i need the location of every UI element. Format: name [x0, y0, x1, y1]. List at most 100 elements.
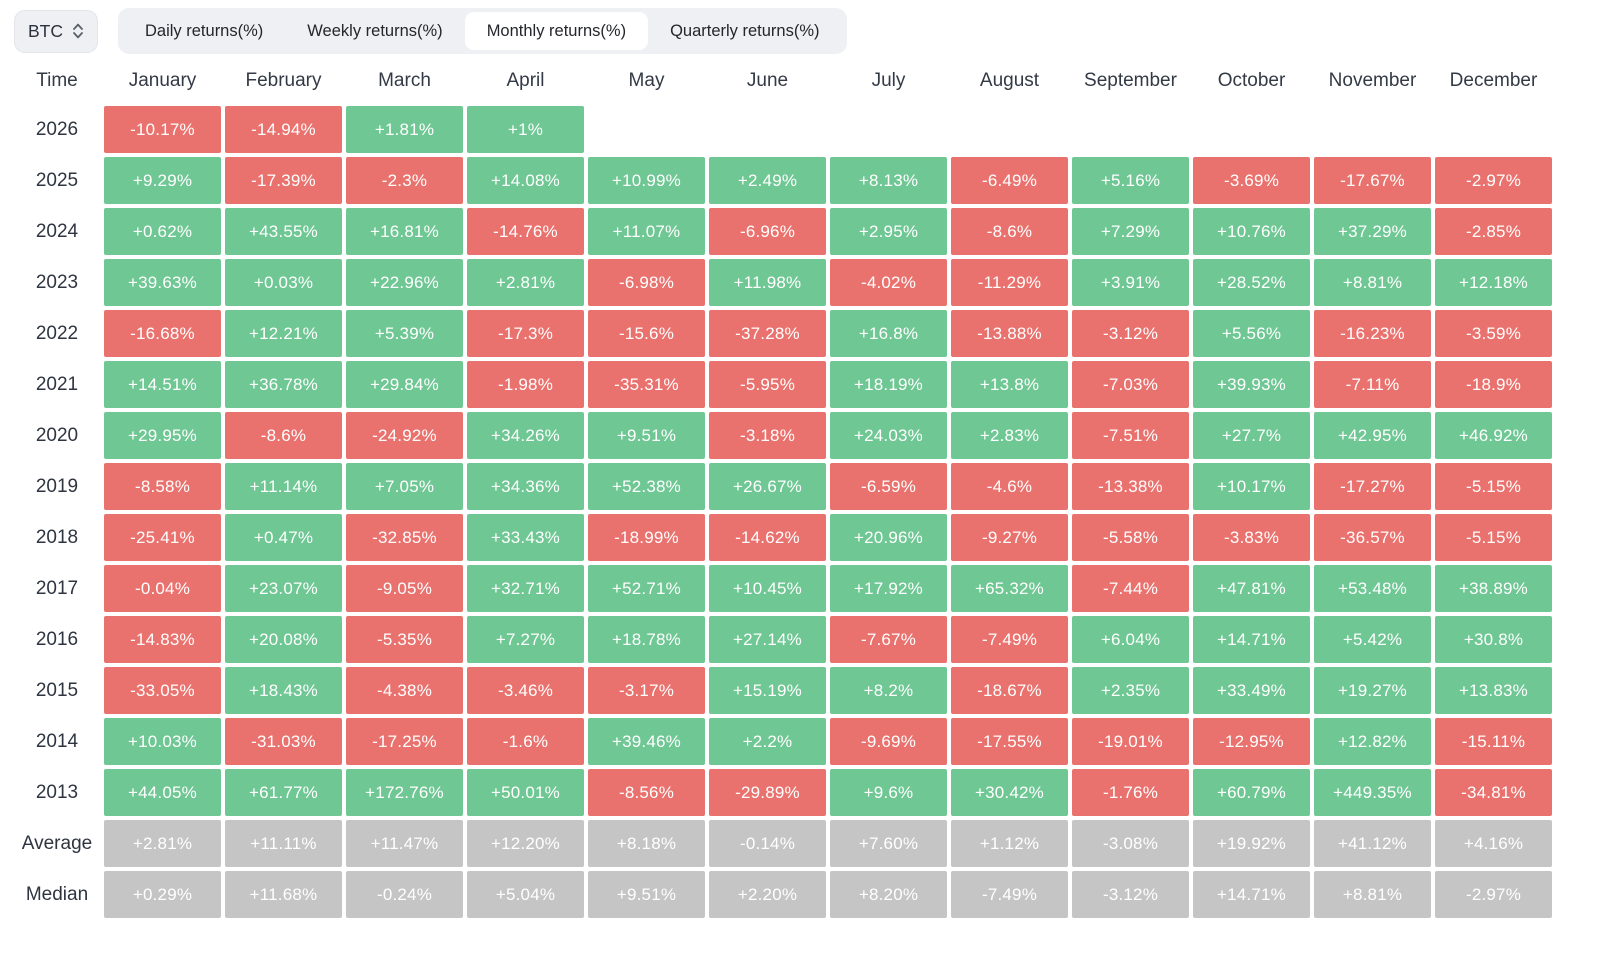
column-header-october: October	[1217, 70, 1286, 91]
return-cell: +18.19%	[830, 361, 947, 408]
return-cell: +8.18%	[588, 820, 705, 867]
tab-quarterly[interactable]: Quarterly returns(%)	[648, 12, 841, 50]
return-cell: +2.95%	[830, 208, 947, 255]
return-cell: -37.28%	[709, 310, 826, 357]
return-cell: -18.99%	[588, 514, 705, 561]
return-cell: +29.95%	[104, 412, 221, 459]
return-cell: -9.69%	[830, 718, 947, 765]
return-cell: -7.67%	[830, 616, 947, 663]
column-header-time: Time	[36, 70, 78, 91]
return-cell: -6.49%	[951, 157, 1068, 204]
return-cell: +14.71%	[1193, 871, 1310, 918]
return-cell: -13.38%	[1072, 463, 1189, 510]
column-header-december: December	[1449, 70, 1538, 91]
tab-daily[interactable]: Daily returns(%)	[123, 12, 285, 50]
return-cell	[1314, 106, 1431, 153]
returns-app: BTC Daily returns(%) Weekly returns(%) Mon…	[14, 8, 1552, 918]
return-cell: -29.89%	[709, 769, 826, 816]
return-cell: +65.32%	[951, 565, 1068, 612]
return-cell: -17.25%	[346, 718, 463, 765]
return-cell: -3.12%	[1072, 310, 1189, 357]
return-cell: +2.81%	[467, 259, 584, 306]
return-cell: +1.12%	[951, 820, 1068, 867]
return-cell: +60.79%	[1193, 769, 1310, 816]
return-cell: -5.58%	[1072, 514, 1189, 561]
return-cell: +11.14%	[225, 463, 342, 510]
return-cell: +2.20%	[709, 871, 826, 918]
return-cell: +8.2%	[830, 667, 947, 714]
return-cell: -5.95%	[709, 361, 826, 408]
return-cell: +7.60%	[830, 820, 947, 867]
return-cell: +20.96%	[830, 514, 947, 561]
return-cell: +22.96%	[346, 259, 463, 306]
return-cell: +1%	[467, 106, 584, 153]
return-cell: -3.69%	[1193, 157, 1310, 204]
return-cell: +172.76%	[346, 769, 463, 816]
return-cell: -15.6%	[588, 310, 705, 357]
tab-monthly[interactable]: Monthly returns(%)	[464, 12, 649, 50]
tab-weekly[interactable]: Weekly returns(%)	[285, 12, 464, 50]
return-cell: +18.43%	[225, 667, 342, 714]
return-cell: +20.08%	[225, 616, 342, 663]
return-cell: +7.29%	[1072, 208, 1189, 255]
return-cell: -8.58%	[104, 463, 221, 510]
row-label: 2023	[35, 271, 79, 293]
return-cell: -13.88%	[951, 310, 1068, 357]
return-cell: +44.05%	[104, 769, 221, 816]
return-cell: -7.44%	[1072, 565, 1189, 612]
return-cell: -3.59%	[1435, 310, 1552, 357]
return-cell: -2.85%	[1435, 208, 1552, 255]
return-cell: +10.76%	[1193, 208, 1310, 255]
return-cell: -0.14%	[709, 820, 826, 867]
return-cell: -32.85%	[346, 514, 463, 561]
return-cell: +52.71%	[588, 565, 705, 612]
return-cell: +32.71%	[467, 565, 584, 612]
return-cell: -19.01%	[1072, 718, 1189, 765]
return-cell: -33.05%	[104, 667, 221, 714]
return-cell: +14.71%	[1193, 616, 1310, 663]
return-cell: -7.49%	[951, 616, 1068, 663]
return-cell: +9.51%	[588, 871, 705, 918]
return-cell: +1.81%	[346, 106, 463, 153]
return-cell: -6.96%	[709, 208, 826, 255]
return-cell: -4.02%	[830, 259, 947, 306]
return-cell: +9.51%	[588, 412, 705, 459]
return-cell: +2.2%	[709, 718, 826, 765]
return-cell: +10.99%	[588, 157, 705, 204]
return-cell: -0.04%	[104, 565, 221, 612]
asset-selector-value: BTC	[28, 20, 63, 41]
return-cell: +12.82%	[1314, 718, 1431, 765]
asset-selector[interactable]: BTC	[14, 9, 98, 53]
return-cell: -9.27%	[951, 514, 1068, 561]
return-cell: -4.38%	[346, 667, 463, 714]
return-cell: +6.04%	[1072, 616, 1189, 663]
monthly-returns-table: Time January February March April May June July…	[14, 58, 1552, 918]
return-cell: +16.81%	[346, 208, 463, 255]
return-cell: +52.38%	[588, 463, 705, 510]
return-cell: +27.7%	[1193, 412, 1310, 459]
table-row-2025: 2025 +9.29% -17.39% -2.3% +14.08% +10.99% +2.4…	[14, 157, 1552, 204]
return-cell	[1072, 106, 1189, 153]
return-cell: -15.11%	[1435, 718, 1552, 765]
return-cell: +449.35%	[1314, 769, 1431, 816]
row-label: 2026	[35, 118, 79, 140]
return-cell: +0.03%	[225, 259, 342, 306]
return-cell: -2.97%	[1435, 157, 1552, 204]
table-row-2021: 2021 +14.51% +36.78% +29.84% -1.98% -35.31% -5…	[14, 361, 1552, 408]
return-cell: +34.26%	[467, 412, 584, 459]
table-row-2022: 2022 -16.68% +12.21% +5.39% -17.3% -15.6% -37.…	[14, 310, 1552, 357]
return-cell	[588, 106, 705, 153]
column-header-june: June	[746, 70, 789, 91]
return-cell: -16.23%	[1314, 310, 1431, 357]
return-cell: +29.84%	[346, 361, 463, 408]
return-cell: -17.55%	[951, 718, 1068, 765]
return-cell: +11.11%	[225, 820, 342, 867]
return-cell: +0.62%	[104, 208, 221, 255]
return-cell: +7.27%	[467, 616, 584, 663]
return-cell: +12.21%	[225, 310, 342, 357]
return-cell: +5.16%	[1072, 157, 1189, 204]
return-cell: -14.62%	[709, 514, 826, 561]
return-cell: +15.19%	[709, 667, 826, 714]
return-cell: -5.35%	[346, 616, 463, 663]
return-cell: +11.98%	[709, 259, 826, 306]
